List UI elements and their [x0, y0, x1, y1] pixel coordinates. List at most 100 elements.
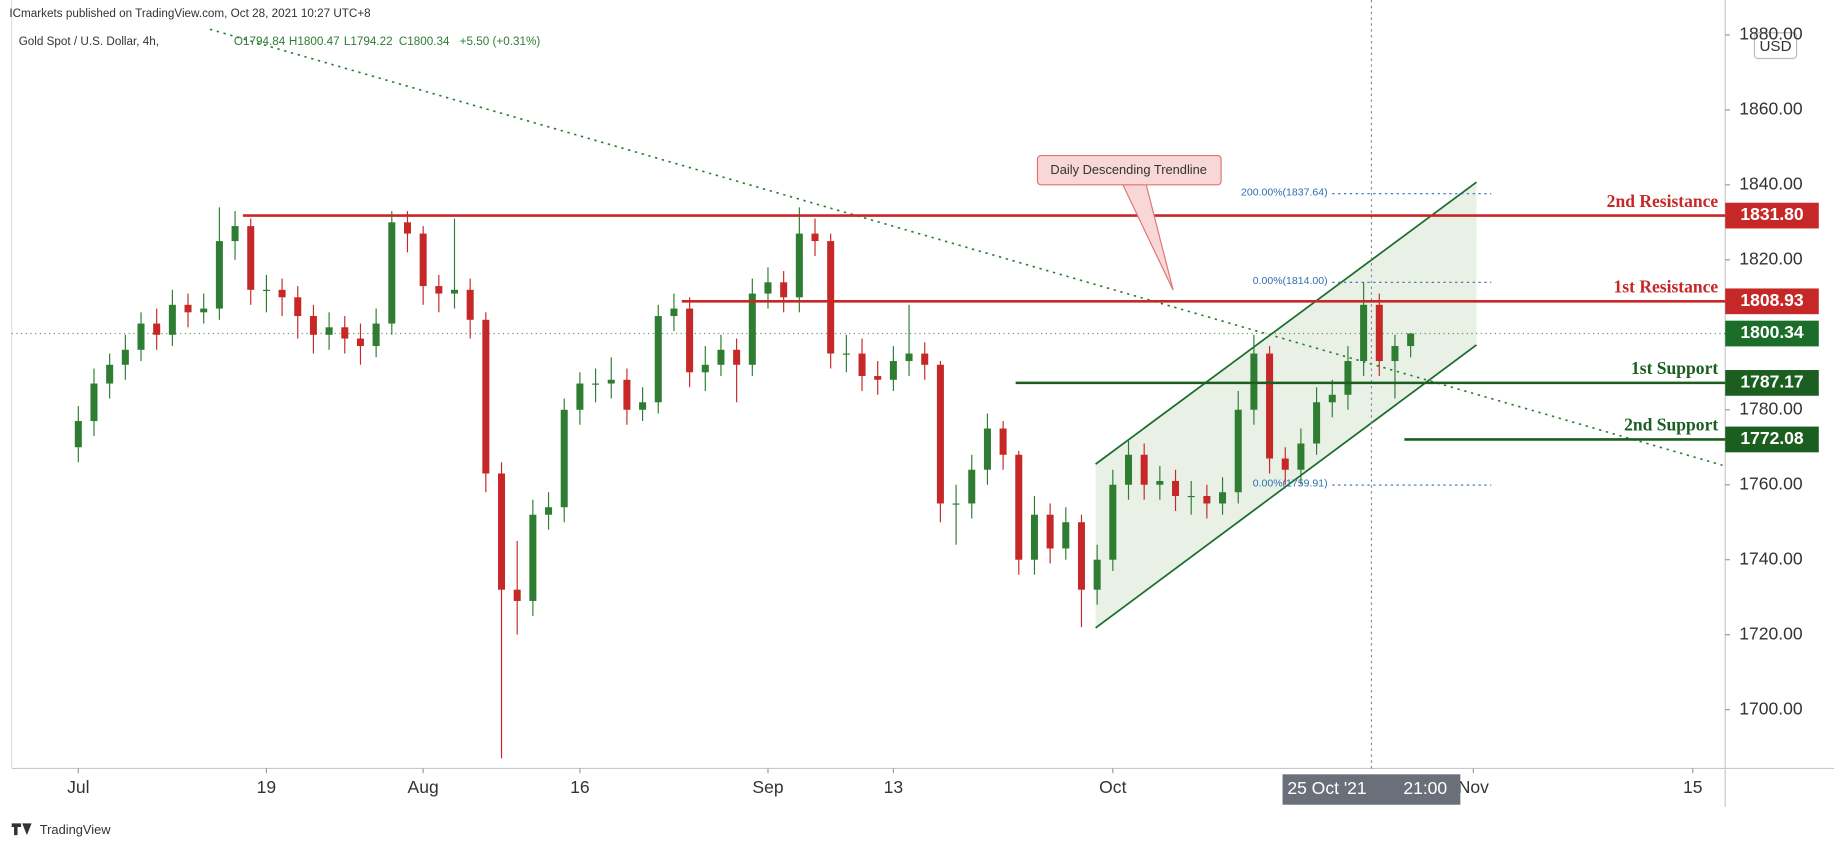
brand-logo	[11, 823, 32, 836]
x-tick-label: Nov	[1458, 777, 1489, 797]
candle-body	[545, 507, 553, 515]
candle-body	[356, 338, 364, 347]
candle-body	[889, 361, 897, 380]
candle-body	[121, 349, 129, 365]
level-price: 1831.80	[1740, 204, 1804, 224]
y-tick-label: 1700.00	[1739, 698, 1803, 718]
candle-body	[529, 514, 537, 601]
candle-body	[450, 289, 459, 294]
candle-body	[983, 428, 991, 470]
candle-body	[1313, 402, 1321, 444]
x-tick-label: Oct	[1099, 777, 1126, 797]
candle-body	[717, 349, 725, 365]
candle-body	[1219, 492, 1227, 504]
candle-body	[1015, 454, 1023, 560]
candle-body	[231, 226, 239, 242]
candle-body	[701, 364, 709, 373]
candle-body	[1187, 495, 1195, 498]
candle-body	[1140, 454, 1148, 485]
x-tick-label: 13	[884, 777, 904, 797]
ohlc-legend: C1800.34	[399, 35, 450, 48]
candle-body	[372, 323, 380, 347]
publisher: ICmarkets published on TradingView.com, …	[9, 7, 370, 20]
y-tick-label: 1760.00	[1739, 473, 1803, 493]
candle-body	[764, 282, 772, 294]
callout-box	[1036, 154, 1222, 186]
candle-body	[592, 383, 600, 385]
candle-body	[1156, 480, 1164, 485]
channel-line	[1095, 344, 1477, 629]
crosshair-label-box	[1282, 774, 1461, 805]
ohlc-legend: L1794.22	[344, 35, 393, 48]
candle-body	[482, 319, 490, 474]
symbol-title: Gold Spot / U.S. Dollar, 4h,	[19, 35, 159, 48]
ohlc-legend: H1800.47	[289, 35, 340, 48]
candle-body	[748, 293, 756, 365]
candle-body	[1360, 304, 1368, 362]
x-tick-label: 16	[570, 777, 590, 797]
candle-body	[1077, 522, 1085, 590]
y-tick-label: 1740.00	[1739, 548, 1803, 568]
y-tick-label: 1860.00	[1739, 99, 1803, 119]
candle-body	[106, 364, 114, 384]
candle-body	[184, 304, 192, 313]
candle-body	[513, 589, 521, 601]
x-tick-label: Aug	[408, 777, 439, 797]
currency: USD	[1759, 38, 1791, 55]
y-tick-label: 1840.00	[1739, 173, 1803, 193]
candle-body	[905, 353, 913, 362]
candle-body	[309, 316, 317, 335]
ohlc-legend: +5.50 (+0.31%)	[460, 35, 541, 48]
fib-label: 0.00%(1814.00)	[1253, 275, 1328, 287]
candle-body	[215, 241, 223, 309]
candle-body	[1062, 522, 1070, 549]
candle-body	[607, 379, 615, 384]
candle-body	[294, 297, 302, 317]
candle-body	[686, 308, 694, 373]
candle-body	[388, 222, 396, 324]
candle-body	[952, 503, 960, 505]
candle-body	[1266, 353, 1274, 459]
level-name: 2nd Support	[1624, 415, 1718, 435]
candle-body	[1124, 454, 1133, 485]
channel-line	[1095, 181, 1477, 465]
x-tick-label: 19	[257, 777, 277, 797]
ohlc-legend: O1794.84	[234, 35, 286, 48]
callout-text: Daily Descending Trendline	[1050, 162, 1207, 177]
level-price: 1787.17	[1740, 372, 1803, 392]
candle-body	[936, 364, 944, 504]
y-tick-label: 1720.00	[1739, 623, 1803, 643]
candle-body	[858, 353, 866, 377]
candle-body	[1172, 480, 1180, 496]
candle-body	[795, 233, 803, 298]
fib-label: 0.00%(1759.91)	[1253, 478, 1328, 490]
last-price: 1800.34	[1740, 322, 1804, 342]
candle-body	[827, 241, 835, 354]
candle-body	[137, 323, 145, 350]
candle-body	[403, 222, 411, 234]
y-tick-label: 1780.00	[1739, 398, 1803, 418]
candle-body	[90, 383, 98, 422]
candle-body	[670, 308, 678, 317]
candle-body	[466, 289, 474, 320]
candle-body	[576, 383, 584, 410]
candle-body	[968, 469, 976, 504]
level-name: 1st Support	[1631, 358, 1718, 378]
currency-box[interactable]	[1753, 32, 1798, 60]
candle-body	[278, 289, 286, 298]
candle-body	[921, 353, 929, 365]
candle-body	[1046, 514, 1054, 549]
candle-body	[1375, 304, 1383, 362]
candle-body	[560, 409, 568, 508]
candle-body	[999, 428, 1007, 455]
x-tick-label: Jul	[67, 777, 89, 797]
candle-body	[325, 327, 333, 335]
candle-body	[419, 233, 427, 287]
channel-fill	[1095, 182, 1477, 628]
candle-body	[74, 421, 82, 448]
candle-body	[200, 308, 208, 313]
candle-body	[1234, 409, 1242, 493]
candle-body	[1093, 559, 1101, 590]
candle-body	[153, 323, 161, 335]
